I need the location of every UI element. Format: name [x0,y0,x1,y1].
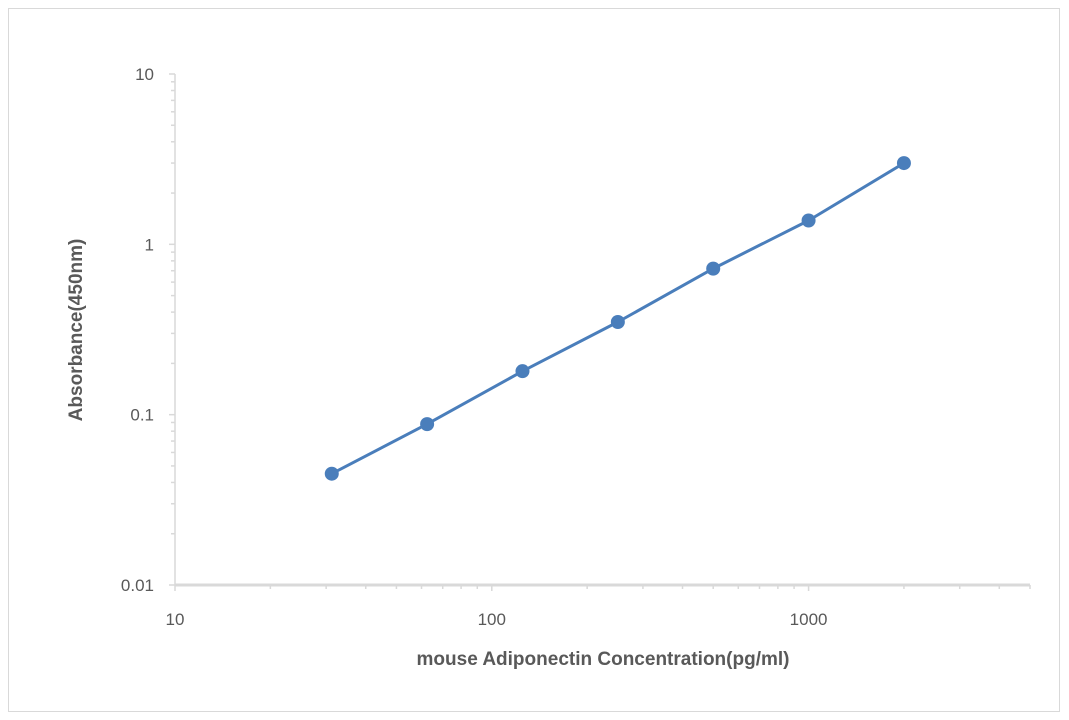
data-point [801,213,816,228]
chart-frame [8,8,1060,712]
x-axis-title: mouse Adiponectin Concentration(pg/ml) [417,649,790,670]
data-point [420,417,435,432]
x-tick-label: 100 [478,610,506,629]
data-point [610,314,625,329]
y-tick-label: 0.1 [130,406,154,425]
data-point [706,261,721,276]
x-tick-label: 1000 [790,610,828,629]
axis-ticks [169,73,1031,591]
y-axis-title: Absorbance(450nm) [66,239,87,422]
y-tick-label: 1 [145,235,154,254]
axis-tick-labels: 0.01 0.1 1 10 10 100 1000 [121,65,828,629]
data-point [324,466,339,481]
y-tick-label: 10 [135,65,154,84]
axes [174,74,1030,587]
x-tick-label: 10 [166,610,185,629]
series-layer [324,156,911,481]
data-point [515,364,530,379]
data-point [896,156,911,171]
y-tick-label: 0.01 [121,576,154,595]
